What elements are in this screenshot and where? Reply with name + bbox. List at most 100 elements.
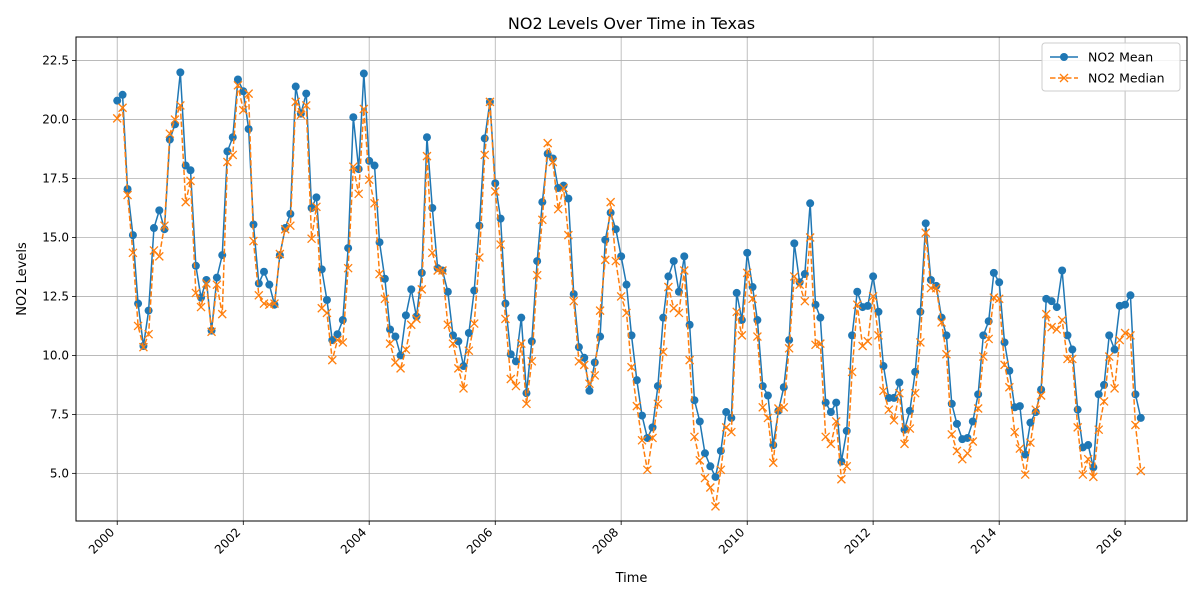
data-point bbox=[401, 345, 411, 354]
data-point bbox=[622, 280, 631, 289]
data-point bbox=[254, 290, 264, 300]
data-point bbox=[674, 308, 684, 318]
data-point bbox=[506, 374, 516, 384]
data-point bbox=[548, 157, 558, 167]
data-point bbox=[270, 300, 279, 309]
data-point bbox=[532, 270, 542, 280]
data-point bbox=[852, 300, 862, 310]
data-point bbox=[642, 465, 652, 475]
data-point bbox=[480, 150, 490, 160]
data-point bbox=[517, 313, 526, 322]
data-point bbox=[1057, 315, 1067, 325]
data-point bbox=[485, 97, 495, 107]
data-point bbox=[722, 408, 731, 417]
data-point bbox=[1120, 328, 1130, 338]
y-axis-label: NO2 Levels bbox=[15, 242, 30, 316]
data-point bbox=[144, 306, 153, 315]
data-point bbox=[1004, 382, 1014, 392]
data-point bbox=[228, 133, 237, 142]
data-point bbox=[695, 455, 705, 465]
data-point bbox=[831, 417, 841, 426]
data-point bbox=[249, 236, 258, 246]
data-point bbox=[863, 301, 872, 310]
data-point bbox=[149, 224, 158, 233]
data-point bbox=[155, 206, 164, 215]
data-point bbox=[595, 306, 605, 316]
data-point bbox=[228, 150, 238, 160]
data-point bbox=[1026, 418, 1035, 427]
data-point bbox=[563, 230, 573, 240]
data-point bbox=[606, 197, 616, 207]
legend-label: NO2 Mean bbox=[1088, 50, 1153, 65]
data-point bbox=[207, 327, 217, 337]
data-point bbox=[312, 193, 321, 202]
data-point bbox=[700, 473, 710, 483]
data-point bbox=[947, 429, 957, 439]
data-point bbox=[1005, 366, 1014, 375]
data-point bbox=[895, 378, 904, 387]
data-point bbox=[711, 472, 720, 481]
data-point bbox=[196, 302, 206, 312]
data-point bbox=[632, 376, 641, 385]
data-point bbox=[385, 339, 395, 349]
data-point bbox=[233, 75, 242, 84]
data-point bbox=[1094, 390, 1103, 399]
data-point bbox=[113, 96, 122, 105]
data-point bbox=[527, 356, 537, 366]
data-point bbox=[995, 278, 1004, 287]
data-point bbox=[160, 221, 169, 231]
data-point bbox=[511, 381, 521, 391]
data-point bbox=[1047, 322, 1057, 332]
data-point bbox=[270, 299, 279, 308]
data-point bbox=[453, 363, 463, 373]
data-point bbox=[359, 69, 368, 78]
data-point bbox=[627, 362, 636, 372]
data-point bbox=[217, 309, 227, 319]
data-point bbox=[370, 198, 379, 208]
data-point bbox=[616, 291, 626, 301]
data-point bbox=[984, 334, 994, 344]
data-point bbox=[590, 371, 600, 380]
data-point bbox=[291, 97, 301, 107]
data-point bbox=[695, 417, 704, 426]
data-point bbox=[118, 90, 127, 99]
data-point bbox=[847, 367, 857, 377]
data-point bbox=[590, 358, 599, 367]
data-point bbox=[779, 402, 789, 412]
data-point bbox=[1126, 291, 1135, 300]
data-point bbox=[973, 404, 983, 413]
data-point bbox=[842, 461, 852, 471]
data-point bbox=[1084, 441, 1093, 450]
data-point bbox=[900, 425, 909, 434]
data-point bbox=[412, 312, 421, 321]
data-point bbox=[307, 234, 317, 244]
data-point bbox=[1015, 402, 1024, 411]
data-point bbox=[559, 181, 568, 190]
data-point bbox=[732, 307, 742, 317]
data-point bbox=[894, 388, 904, 398]
data-point bbox=[170, 115, 180, 125]
data-point bbox=[910, 388, 920, 398]
data-point bbox=[773, 404, 783, 413]
data-point bbox=[123, 190, 133, 200]
data-point bbox=[254, 279, 263, 288]
data-point bbox=[989, 268, 998, 277]
data-point bbox=[974, 390, 983, 399]
data-point bbox=[585, 386, 594, 395]
data-point bbox=[795, 280, 805, 290]
data-point bbox=[832, 398, 841, 407]
data-point bbox=[1136, 413, 1145, 422]
data-point bbox=[191, 261, 200, 270]
data-point bbox=[1083, 454, 1093, 464]
legend-box bbox=[1041, 42, 1181, 92]
data-point bbox=[375, 269, 384, 279]
legend-label: NO2 Median bbox=[1088, 71, 1165, 86]
data-point bbox=[380, 294, 390, 304]
data-point bbox=[348, 162, 358, 172]
data-point bbox=[244, 89, 254, 99]
data-point bbox=[391, 332, 400, 341]
data-point bbox=[663, 282, 673, 292]
data-point bbox=[737, 330, 747, 340]
data-point bbox=[664, 272, 673, 281]
y-tick-label: 17.5 bbox=[42, 172, 69, 186]
